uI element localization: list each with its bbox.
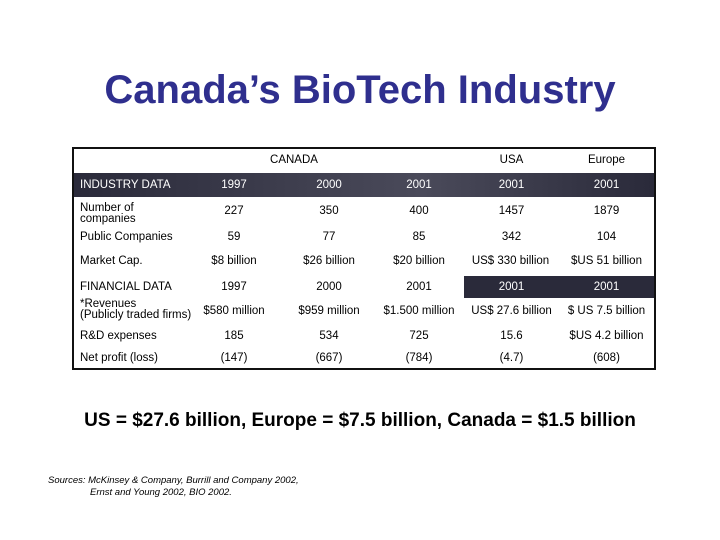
- rd-expenses-label: R&D expenses: [80, 330, 157, 342]
- public-usa: 342: [501, 231, 522, 243]
- revenues-label: *Revenues (Publicly traded firms): [80, 298, 192, 321]
- revenues-label-line2: (Publicly traded firms): [80, 309, 192, 321]
- net-profit-row: Net profit (loss) (147) (667) (784) (4.7…: [74, 347, 654, 369]
- industry-header-label: INDUSTRY DATA: [80, 179, 171, 191]
- rd-canada-2000: 534: [319, 330, 339, 342]
- sources-note: Sources: McKinsey & Company, Burrill and…: [48, 475, 299, 499]
- market-cap-row: Market Cap. $8 billion $26 billion $20 b…: [74, 250, 654, 272]
- companies-label: Number of companies: [80, 202, 136, 225]
- market-cap-label: Market Cap.: [80, 255, 143, 267]
- revenues-canada-2000: $959 million: [298, 305, 360, 317]
- market-canada-2001: $20 billion: [393, 255, 445, 267]
- revenues-canada-1997: $580 million: [203, 305, 265, 317]
- industry-header-bg: [74, 173, 654, 197]
- companies-canada-2000: 350: [319, 205, 339, 217]
- region-header-usa: USA: [499, 154, 524, 166]
- region-header-canada: CANADA: [270, 154, 318, 166]
- profit-europe: (608): [593, 352, 620, 364]
- profit-canada-2000: (667): [315, 352, 343, 364]
- rd-usa: 15.6: [500, 330, 523, 342]
- companies-usa: 1457: [498, 205, 525, 217]
- public-companies-row: Public Companies 59 77 85 342 104: [74, 227, 654, 247]
- financial-year-canada-2000: 2000: [316, 281, 342, 293]
- revenues-usa: US$ 27.6 billion: [471, 305, 552, 317]
- financial-year-canada-1997: 1997: [221, 281, 247, 293]
- companies-label-line1: Number of: [80, 202, 134, 214]
- financial-year-europe: 2001: [559, 276, 654, 298]
- companies-canada-2001: 400: [409, 205, 429, 217]
- profit-canada-2001: (784): [405, 352, 433, 364]
- public-companies-label: Public Companies: [80, 231, 173, 243]
- companies-canada-1997: 227: [224, 205, 244, 217]
- region-header-row: CANADA USA Europe: [74, 149, 654, 171]
- rd-europe: $US 4.2 billion: [569, 330, 644, 342]
- summary-text: US = $27.6 billion, Europe = $7.5 billio…: [84, 410, 636, 431]
- industry-year-canada-2000: 2000: [316, 179, 342, 191]
- companies-label-line2: companies: [80, 213, 136, 225]
- financial-year-usa: 2001: [464, 276, 559, 298]
- sources-line1: Sources: McKinsey & Company, Burrill and…: [48, 475, 299, 486]
- rd-canada-1997: 185: [224, 330, 244, 342]
- companies-row: Number of companies 227 350 400 1457 187…: [74, 201, 654, 225]
- revenues-europe: $ US 7.5 billion: [567, 305, 646, 317]
- revenues-canada-2001: $1.500 million: [383, 305, 455, 317]
- rd-canada-2001: 725: [409, 330, 429, 342]
- page-title: Canada’s BioTech Industry: [104, 68, 616, 112]
- biotech-data-table: CANADA USA Europe INDUSTRY DATA 1997 200…: [72, 147, 656, 370]
- public-europe: 104: [596, 231, 617, 243]
- industry-year-usa: 2001: [498, 179, 525, 191]
- financial-header-row: FINANCIAL DATA 1997 2000 2001 2001 2001: [74, 276, 654, 298]
- sources-line2: Ernst and Young 2002, BIO 2002.: [90, 487, 232, 498]
- market-usa: US$ 330 billion: [471, 255, 550, 267]
- industry-year-canada-2001: 2001: [406, 179, 432, 191]
- net-profit-label: Net profit (loss): [80, 352, 158, 364]
- public-canada-2001: 85: [412, 231, 426, 243]
- profit-canada-1997: (147): [220, 352, 248, 364]
- market-canada-1997: $8 billion: [211, 255, 257, 267]
- public-canada-1997: 59: [227, 231, 241, 243]
- industry-header-row: INDUSTRY DATA 1997 2000 2001 2001 2001: [74, 173, 654, 197]
- industry-year-europe: 2001: [593, 179, 620, 191]
- companies-europe: 1879: [593, 205, 620, 217]
- revenues-row: *Revenues (Publicly traded firms) $580 m…: [74, 298, 654, 323]
- public-canada-2000: 77: [322, 231, 336, 243]
- rd-expenses-row: R&D expenses 185 534 725 15.6 $US 4.2 bi…: [74, 325, 654, 347]
- region-header-europe: Europe: [587, 154, 626, 166]
- revenues-label-line1: *Revenues: [80, 298, 137, 310]
- market-canada-2000: $26 billion: [303, 255, 355, 267]
- market-europe: $US 51 billion: [571, 255, 642, 267]
- profit-usa: (4.7): [499, 352, 524, 364]
- industry-year-canada-1997: 1997: [221, 179, 247, 191]
- financial-header-label: FINANCIAL DATA: [80, 281, 172, 293]
- financial-year-canada-2001: 2001: [406, 281, 432, 293]
